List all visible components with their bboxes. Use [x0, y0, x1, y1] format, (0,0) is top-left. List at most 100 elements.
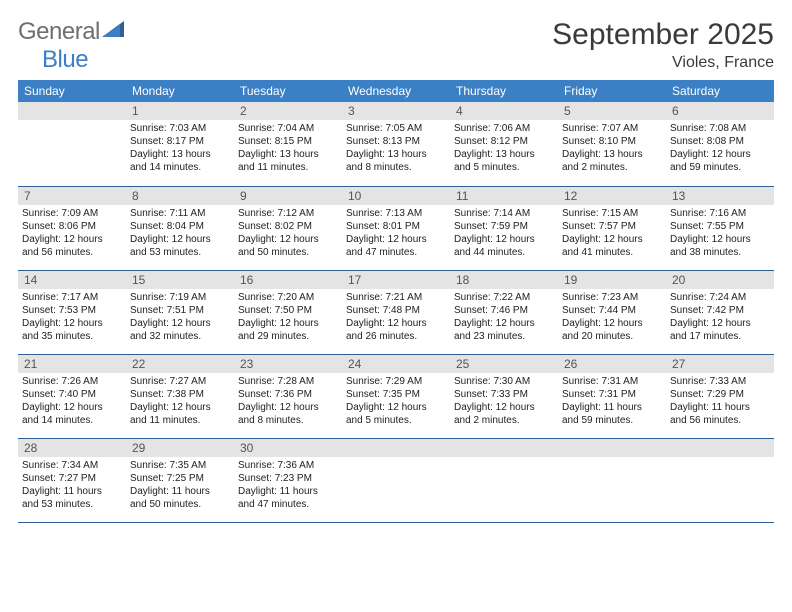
calendar-day-cell: 5Sunrise: 7:07 AMSunset: 8:10 PMDaylight… — [558, 102, 666, 186]
day-line: Sunset: 7:40 PM — [22, 388, 122, 401]
day-line: and 47 minutes. — [238, 498, 338, 511]
day-body: Sunrise: 7:14 AMSunset: 7:59 PMDaylight:… — [450, 205, 558, 263]
calendar-day-cell: 23Sunrise: 7:28 AMSunset: 7:36 PMDayligh… — [234, 354, 342, 438]
day-body: Sunrise: 7:06 AMSunset: 8:12 PMDaylight:… — [450, 120, 558, 178]
day-body: Sunrise: 7:22 AMSunset: 7:46 PMDaylight:… — [450, 289, 558, 347]
calendar-day-cell: 7Sunrise: 7:09 AMSunset: 8:06 PMDaylight… — [18, 186, 126, 270]
day-line: and 2 minutes. — [562, 161, 662, 174]
day-line: Daylight: 12 hours — [130, 233, 230, 246]
day-body: Sunrise: 7:16 AMSunset: 7:55 PMDaylight:… — [666, 205, 774, 263]
day-line: Daylight: 12 hours — [454, 317, 554, 330]
day-line: and 47 minutes. — [346, 246, 446, 259]
day-line: Daylight: 11 hours — [670, 401, 770, 414]
day-line: Sunrise: 7:13 AM — [346, 207, 446, 220]
day-line: Sunrise: 7:36 AM — [238, 459, 338, 472]
day-line: Sunrise: 7:31 AM — [562, 375, 662, 388]
day-line: Sunset: 8:10 PM — [562, 135, 662, 148]
month-title: September 2025 — [552, 18, 774, 52]
day-line: Sunset: 8:13 PM — [346, 135, 446, 148]
calendar-day-cell: 29Sunrise: 7:35 AMSunset: 7:25 PMDayligh… — [126, 438, 234, 522]
calendar-body: 1Sunrise: 7:03 AMSunset: 8:17 PMDaylight… — [18, 102, 774, 522]
day-line: Sunset: 7:36 PM — [238, 388, 338, 401]
weekday-header: Friday — [558, 80, 666, 102]
day-number: 17 — [342, 271, 450, 289]
logo: General Blue — [18, 18, 128, 74]
logo-text-blue: Blue — [42, 46, 88, 73]
day-line: and 38 minutes. — [670, 246, 770, 259]
day-line: Sunset: 7:31 PM — [562, 388, 662, 401]
weekday-header: Wednesday — [342, 80, 450, 102]
day-line: Daylight: 13 hours — [562, 148, 662, 161]
day-line: and 8 minutes. — [346, 161, 446, 174]
calendar-week-row: 14Sunrise: 7:17 AMSunset: 7:53 PMDayligh… — [18, 270, 774, 354]
location: Violes, France — [552, 54, 774, 72]
day-line: Sunset: 8:15 PM — [238, 135, 338, 148]
day-line: Sunset: 7:57 PM — [562, 220, 662, 233]
day-body: Sunrise: 7:21 AMSunset: 7:48 PMDaylight:… — [342, 289, 450, 347]
day-body — [450, 457, 558, 463]
day-line: Daylight: 12 hours — [130, 401, 230, 414]
day-line: Daylight: 12 hours — [130, 317, 230, 330]
calendar-day-cell: 22Sunrise: 7:27 AMSunset: 7:38 PMDayligh… — [126, 354, 234, 438]
day-body: Sunrise: 7:15 AMSunset: 7:57 PMDaylight:… — [558, 205, 666, 263]
day-line: Daylight: 12 hours — [562, 317, 662, 330]
day-line: Sunset: 7:55 PM — [670, 220, 770, 233]
day-number: 24 — [342, 355, 450, 373]
day-number: 25 — [450, 355, 558, 373]
calendar-day-cell: 1Sunrise: 7:03 AMSunset: 8:17 PMDaylight… — [126, 102, 234, 186]
day-number — [666, 439, 774, 457]
day-number: 7 — [18, 187, 126, 205]
day-line: Sunrise: 7:23 AM — [562, 291, 662, 304]
day-line: Daylight: 12 hours — [562, 233, 662, 246]
day-line: Sunrise: 7:12 AM — [238, 207, 338, 220]
day-line: Daylight: 12 hours — [238, 401, 338, 414]
day-line: Daylight: 13 hours — [346, 148, 446, 161]
day-body: Sunrise: 7:30 AMSunset: 7:33 PMDaylight:… — [450, 373, 558, 431]
day-body — [558, 457, 666, 463]
day-number — [342, 439, 450, 457]
calendar-day-cell: 17Sunrise: 7:21 AMSunset: 7:48 PMDayligh… — [342, 270, 450, 354]
calendar-day-cell: 12Sunrise: 7:15 AMSunset: 7:57 PMDayligh… — [558, 186, 666, 270]
day-number: 5 — [558, 102, 666, 120]
day-number: 22 — [126, 355, 234, 373]
day-line: Sunset: 7:35 PM — [346, 388, 446, 401]
day-line: Sunset: 7:46 PM — [454, 304, 554, 317]
day-line: Daylight: 11 hours — [562, 401, 662, 414]
day-body: Sunrise: 7:23 AMSunset: 7:44 PMDaylight:… — [558, 289, 666, 347]
day-line: Sunset: 8:06 PM — [22, 220, 122, 233]
day-line: and 56 minutes. — [22, 246, 122, 259]
day-line: Sunset: 7:59 PM — [454, 220, 554, 233]
day-line: and 5 minutes. — [454, 161, 554, 174]
calendar-day-cell: 8Sunrise: 7:11 AMSunset: 8:04 PMDaylight… — [126, 186, 234, 270]
weekday-header-row: Sunday Monday Tuesday Wednesday Thursday… — [18, 80, 774, 102]
weekday-header: Monday — [126, 80, 234, 102]
day-line: and 32 minutes. — [130, 330, 230, 343]
day-body: Sunrise: 7:13 AMSunset: 8:01 PMDaylight:… — [342, 205, 450, 263]
day-line: Sunrise: 7:05 AM — [346, 122, 446, 135]
day-line: Sunrise: 7:27 AM — [130, 375, 230, 388]
day-line: Sunrise: 7:20 AM — [238, 291, 338, 304]
day-body: Sunrise: 7:33 AMSunset: 7:29 PMDaylight:… — [666, 373, 774, 431]
day-number: 27 — [666, 355, 774, 373]
day-line: Daylight: 12 hours — [22, 401, 122, 414]
day-number: 15 — [126, 271, 234, 289]
day-number: 29 — [126, 439, 234, 457]
day-body: Sunrise: 7:24 AMSunset: 7:42 PMDaylight:… — [666, 289, 774, 347]
calendar-day-cell: 25Sunrise: 7:30 AMSunset: 7:33 PMDayligh… — [450, 354, 558, 438]
day-number — [450, 439, 558, 457]
calendar-day-cell: 6Sunrise: 7:08 AMSunset: 8:08 PMDaylight… — [666, 102, 774, 186]
weekday-header: Thursday — [450, 80, 558, 102]
day-line: and 56 minutes. — [670, 414, 770, 427]
day-body: Sunrise: 7:35 AMSunset: 7:25 PMDaylight:… — [126, 457, 234, 515]
day-line: Daylight: 12 hours — [346, 317, 446, 330]
day-number: 18 — [450, 271, 558, 289]
day-number: 23 — [234, 355, 342, 373]
day-number: 2 — [234, 102, 342, 120]
day-body: Sunrise: 7:07 AMSunset: 8:10 PMDaylight:… — [558, 120, 666, 178]
day-line: Daylight: 12 hours — [22, 317, 122, 330]
day-line: Sunset: 7:23 PM — [238, 472, 338, 485]
day-body: Sunrise: 7:26 AMSunset: 7:40 PMDaylight:… — [18, 373, 126, 431]
day-line: Sunset: 7:53 PM — [22, 304, 122, 317]
day-line: and 59 minutes. — [670, 161, 770, 174]
day-line: and 23 minutes. — [454, 330, 554, 343]
